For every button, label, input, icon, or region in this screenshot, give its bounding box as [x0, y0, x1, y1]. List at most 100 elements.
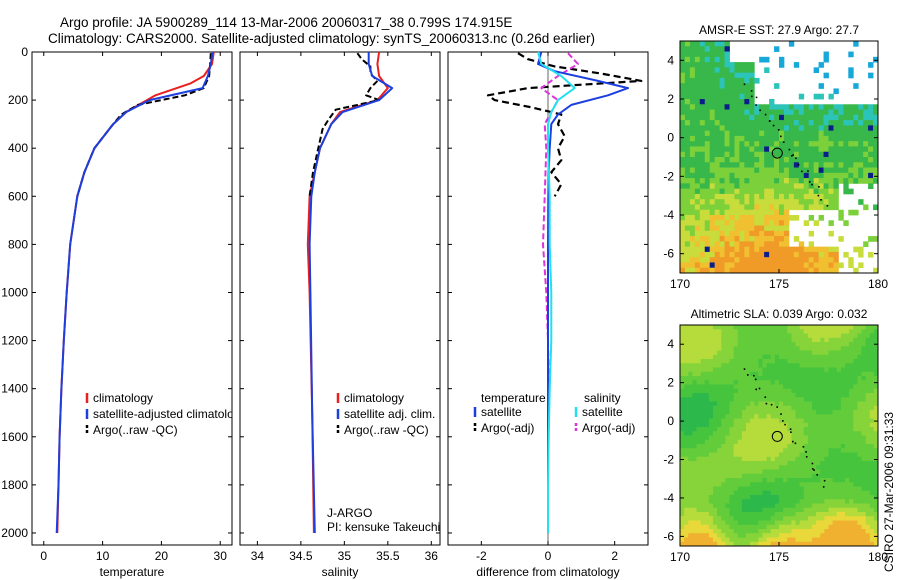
map-cell	[820, 354, 825, 360]
map-cell	[700, 354, 706, 360]
map-cell	[699, 83, 706, 89]
map-cell	[770, 422, 776, 428]
track-point	[813, 469, 815, 471]
map-cell	[709, 267, 716, 274]
map-cell	[840, 499, 846, 504]
map-cell	[828, 486, 834, 492]
map-cell	[734, 157, 740, 163]
map-cell	[858, 262, 864, 269]
map-cell	[853, 346, 858, 351]
map-cell	[783, 151, 790, 158]
map-cell	[812, 380, 817, 385]
map-cell	[704, 199, 711, 205]
map-cell	[717, 346, 722, 351]
map-cell	[725, 393, 730, 398]
map-cell	[808, 130, 815, 137]
map-cell	[680, 220, 686, 226]
map-cell	[828, 371, 834, 377]
map-cell	[700, 342, 706, 347]
map-cell	[783, 448, 788, 453]
map-cell	[684, 422, 689, 428]
map-cell	[758, 397, 763, 402]
map-cell	[824, 325, 829, 330]
map-cell	[692, 461, 697, 466]
map-cell	[868, 141, 874, 147]
map-cell	[749, 241, 755, 248]
map-cell	[808, 267, 815, 274]
map-cell	[739, 72, 745, 79]
map-cell	[739, 130, 745, 137]
map-cell	[704, 83, 711, 89]
map-cell	[684, 371, 689, 377]
map-cell	[688, 422, 693, 428]
map-cell	[840, 388, 846, 394]
map-cell	[799, 337, 805, 343]
map-cell	[873, 537, 879, 543]
map-cell	[688, 490, 693, 496]
map-cell	[750, 422, 755, 428]
map-cell	[873, 109, 879, 116]
map-cell	[774, 337, 780, 343]
map-cell	[779, 125, 785, 132]
map-cell	[734, 72, 740, 79]
map-cell	[779, 329, 784, 334]
map-cell	[845, 431, 850, 436]
map-cell	[762, 359, 768, 364]
map-cell	[688, 503, 693, 509]
map-cell	[774, 541, 780, 547]
map-cell	[861, 427, 867, 432]
map-cell	[758, 465, 763, 470]
map-cell	[680, 120, 686, 126]
map-cell	[717, 461, 722, 466]
map-cell	[737, 393, 743, 398]
map-cell	[721, 541, 726, 547]
map-cell	[733, 478, 739, 483]
map-cell	[689, 62, 696, 68]
map-cell	[849, 529, 854, 534]
map-cell	[766, 384, 772, 390]
map-cell	[840, 384, 846, 390]
map-cell	[688, 537, 693, 543]
map-cell	[793, 104, 800, 110]
map-cell	[729, 199, 735, 205]
map-cell	[688, 529, 693, 534]
map-cell	[787, 533, 792, 538]
map-cell	[750, 456, 755, 462]
map-cell	[845, 444, 850, 449]
map-cell	[733, 456, 739, 462]
map-cell	[779, 114, 785, 121]
map-cell	[823, 56, 829, 63]
map-cell	[818, 172, 824, 179]
map-cell	[853, 333, 858, 339]
salinity-xtick-label: 34.5	[289, 549, 313, 563]
map-cell	[873, 482, 879, 487]
map-cell	[774, 246, 780, 253]
map-cell	[737, 333, 743, 339]
map-cell	[758, 388, 763, 394]
map-cell	[813, 262, 819, 269]
map-cell	[824, 376, 829, 381]
map-cell	[813, 251, 819, 258]
map-cell	[770, 533, 776, 538]
map-cell	[853, 41, 859, 47]
map-cell	[803, 537, 809, 543]
series-temp-argo	[486, 52, 643, 197]
map-cell	[774, 435, 780, 441]
map-cell	[692, 359, 697, 364]
map-cell	[688, 325, 693, 330]
map-cell	[734, 88, 740, 95]
map-cell	[758, 516, 763, 521]
map-cell	[795, 359, 801, 364]
map-cell	[750, 359, 755, 364]
map-cell	[754, 414, 759, 419]
map-cell	[719, 188, 725, 195]
map-cell	[845, 337, 850, 343]
map-cell	[709, 262, 716, 269]
map-cell	[733, 422, 739, 428]
map-cell	[713, 337, 718, 343]
map-cell	[833, 88, 839, 95]
map-cell	[857, 512, 862, 517]
map-cell	[733, 461, 739, 466]
map-cell	[869, 371, 875, 377]
map-cell	[813, 172, 819, 179]
